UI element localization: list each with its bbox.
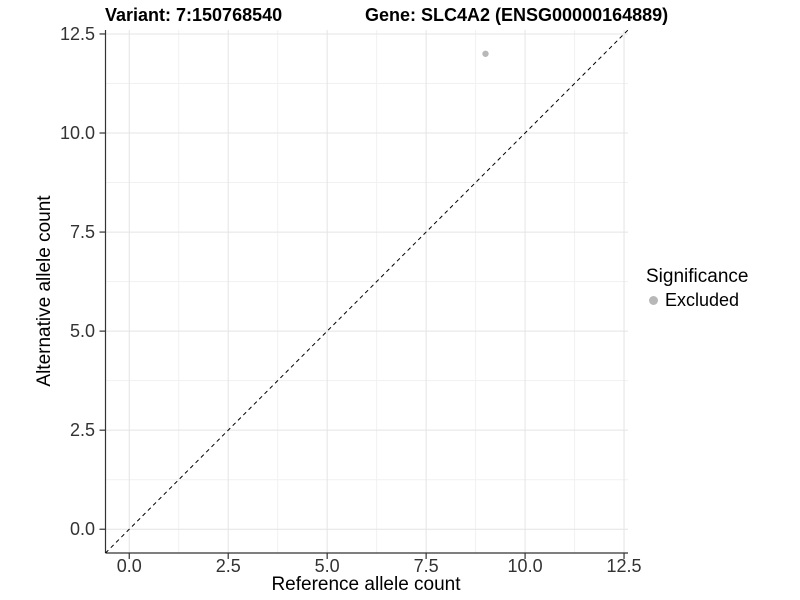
x-tick-label: 2.5 (216, 556, 241, 576)
y-tick-label: 12.5 (60, 24, 95, 44)
x-tick-label: 12.5 (607, 556, 642, 576)
identity-line (105, 29, 629, 554)
plot-title-variant: Variant: 7:150768540 (105, 5, 283, 25)
plot-title-gene: Gene: SLC4A2 (ENSG00000164889) (365, 5, 669, 25)
y-tick-label: 10.0 (60, 123, 95, 143)
legend-point-icon (649, 295, 658, 305)
y-tick-label: 5.0 (70, 321, 95, 341)
y-tick-label: 0.0 (70, 519, 95, 539)
x-tick-label: 5.0 (315, 556, 340, 576)
y-tick-label: 7.5 (70, 222, 95, 242)
x-tick-label: 7.5 (414, 556, 439, 576)
legend-item-excluded: Excluded (646, 290, 748, 310)
y-axis-title: Alternative allele count (34, 195, 55, 387)
x-axis-title: Reference allele count (271, 574, 461, 595)
x-tick-label: 0.0 (117, 556, 142, 576)
x-tick-label: 10.0 (508, 556, 543, 576)
legend-item-label: Excluded (665, 290, 740, 310)
legend-title: Significance (646, 266, 749, 287)
data-point (482, 50, 489, 57)
legend: Significance Excluded (646, 266, 748, 310)
y-tick-label: 2.5 (70, 420, 95, 440)
